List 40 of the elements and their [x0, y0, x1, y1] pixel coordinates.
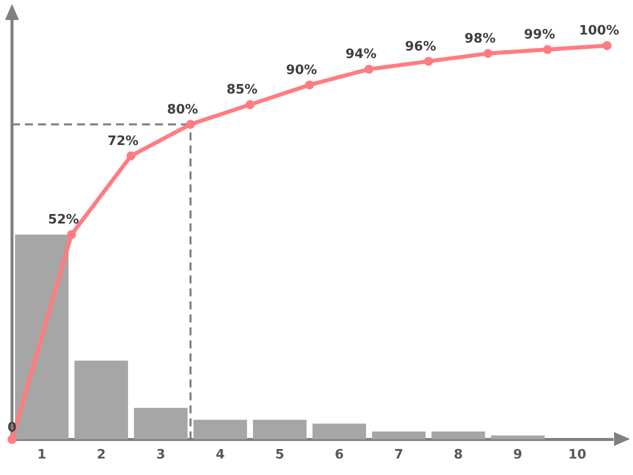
point — [67, 230, 76, 240]
x-tick-label: 7 — [394, 448, 404, 463]
bar — [14, 234, 69, 440]
data-label: 72% — [107, 134, 139, 149]
point — [543, 45, 552, 54]
bar — [252, 420, 307, 440]
data-label: 80% — [166, 102, 198, 118]
x-tick-label: 8 — [454, 448, 463, 463]
point — [364, 64, 374, 74]
point — [602, 41, 612, 50]
point — [8, 434, 16, 444]
point — [246, 100, 255, 110]
bar — [372, 432, 426, 440]
data-label: 99% — [524, 28, 556, 43]
x-tick-label: 6 — [334, 448, 344, 463]
data-label: 94% — [345, 47, 377, 62]
x-tick-label: 2 — [96, 448, 106, 463]
point — [424, 56, 434, 66]
point — [484, 48, 493, 58]
data-label: 100% — [578, 24, 620, 39]
bar — [134, 408, 188, 440]
data-label: 52% — [48, 212, 80, 228]
bar — [74, 360, 128, 440]
data-label: 96% — [404, 39, 436, 54]
point — [186, 120, 196, 129]
x-tick-label: 4 — [216, 448, 225, 463]
bar — [312, 424, 366, 440]
data-label: 0 — [7, 420, 17, 436]
x-tick-label: 1 — [37, 448, 46, 463]
bar — [193, 420, 248, 440]
x-tick-label: 9 — [513, 448, 522, 463]
point — [126, 151, 136, 160]
x-tick-label: 3 — [156, 448, 166, 463]
x-tick-label: 5 — [275, 448, 284, 463]
data-label: 85% — [226, 82, 258, 98]
bar — [432, 432, 486, 440]
data-label: 90% — [286, 62, 318, 78]
point — [305, 80, 314, 90]
x-tick-label: 10 — [568, 448, 586, 463]
data-label: 98% — [464, 31, 496, 46]
